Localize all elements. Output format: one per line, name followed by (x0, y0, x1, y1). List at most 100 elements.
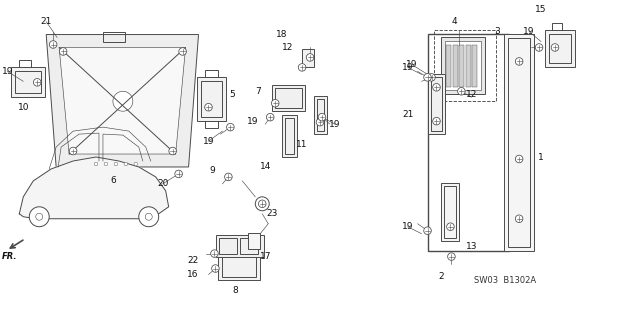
Circle shape (447, 253, 455, 260)
Bar (275, 88, 302, 108)
Bar (103, 32, 125, 41)
Bar (12, 67, 45, 97)
Text: 4: 4 (452, 17, 457, 26)
Circle shape (29, 207, 49, 227)
Polygon shape (59, 48, 186, 154)
Text: 3: 3 (494, 27, 500, 36)
Bar (218, 251, 260, 280)
Text: 19: 19 (246, 117, 258, 126)
Circle shape (298, 63, 306, 71)
Circle shape (255, 197, 269, 211)
Bar (466, 46, 471, 87)
Circle shape (33, 78, 41, 86)
Circle shape (36, 213, 43, 220)
Bar (285, 118, 294, 154)
Circle shape (169, 147, 177, 155)
Circle shape (225, 173, 232, 181)
Circle shape (424, 227, 431, 234)
Circle shape (94, 162, 98, 166)
Circle shape (60, 48, 67, 55)
Text: 19: 19 (402, 63, 413, 72)
Circle shape (114, 162, 118, 166)
Circle shape (69, 147, 77, 155)
Circle shape (134, 162, 138, 166)
Text: 16: 16 (187, 270, 198, 279)
Circle shape (104, 162, 108, 166)
Bar (15, 71, 41, 93)
Bar (317, 99, 324, 131)
Bar (282, 115, 297, 157)
Text: 15: 15 (535, 5, 547, 14)
Text: 19: 19 (402, 222, 413, 231)
Bar (216, 235, 264, 256)
Bar (19, 60, 31, 67)
Text: 19: 19 (406, 60, 417, 69)
Bar (442, 183, 460, 241)
Circle shape (551, 44, 559, 51)
Bar (435, 30, 496, 101)
Text: 19: 19 (524, 27, 535, 36)
Bar (444, 186, 456, 238)
Circle shape (316, 118, 324, 126)
Circle shape (271, 100, 279, 107)
Bar (447, 46, 451, 87)
Circle shape (49, 41, 57, 48)
Bar (504, 33, 534, 251)
Text: 7: 7 (255, 87, 261, 96)
Bar (248, 233, 260, 249)
Circle shape (266, 113, 274, 121)
Bar (205, 70, 218, 78)
Text: 9: 9 (209, 167, 215, 175)
Text: 19: 19 (203, 137, 214, 145)
Circle shape (515, 155, 523, 163)
Circle shape (458, 87, 465, 95)
Bar (453, 46, 458, 87)
Text: 12: 12 (466, 90, 477, 99)
Text: 20: 20 (157, 179, 168, 189)
Circle shape (179, 48, 186, 55)
Text: 10: 10 (17, 103, 29, 112)
Text: 5: 5 (230, 90, 236, 99)
Text: 11: 11 (296, 140, 308, 149)
Text: 21: 21 (40, 17, 52, 26)
Text: 6: 6 (110, 176, 116, 185)
Polygon shape (46, 34, 198, 167)
Bar (445, 41, 481, 90)
Polygon shape (19, 157, 169, 219)
Text: 17: 17 (259, 252, 271, 261)
Text: SW03  B1302A: SW03 B1302A (474, 276, 536, 285)
Bar (442, 37, 485, 94)
Text: 19: 19 (329, 120, 340, 129)
Circle shape (515, 58, 523, 65)
Text: 19: 19 (2, 67, 13, 76)
Circle shape (145, 213, 152, 220)
Circle shape (535, 44, 543, 51)
Circle shape (175, 170, 182, 178)
Bar (549, 33, 571, 63)
Text: 13: 13 (465, 242, 477, 251)
Text: 12: 12 (282, 43, 294, 52)
Text: 8: 8 (232, 286, 238, 295)
Circle shape (515, 215, 523, 223)
Bar (223, 254, 256, 278)
Bar (272, 85, 305, 111)
Text: 14: 14 (260, 162, 271, 172)
Bar (241, 238, 259, 254)
Bar (508, 38, 530, 247)
Circle shape (318, 113, 326, 121)
Bar (200, 81, 223, 117)
Bar (196, 78, 227, 121)
Bar (472, 46, 477, 87)
Bar (101, 165, 121, 177)
Bar (431, 78, 442, 131)
Circle shape (211, 250, 218, 257)
Bar (302, 49, 314, 67)
Bar (460, 46, 465, 87)
Circle shape (424, 74, 431, 81)
Circle shape (433, 117, 440, 125)
Circle shape (212, 265, 220, 272)
Bar (545, 30, 575, 67)
Bar (314, 96, 327, 134)
Circle shape (307, 54, 314, 61)
Circle shape (227, 123, 234, 131)
